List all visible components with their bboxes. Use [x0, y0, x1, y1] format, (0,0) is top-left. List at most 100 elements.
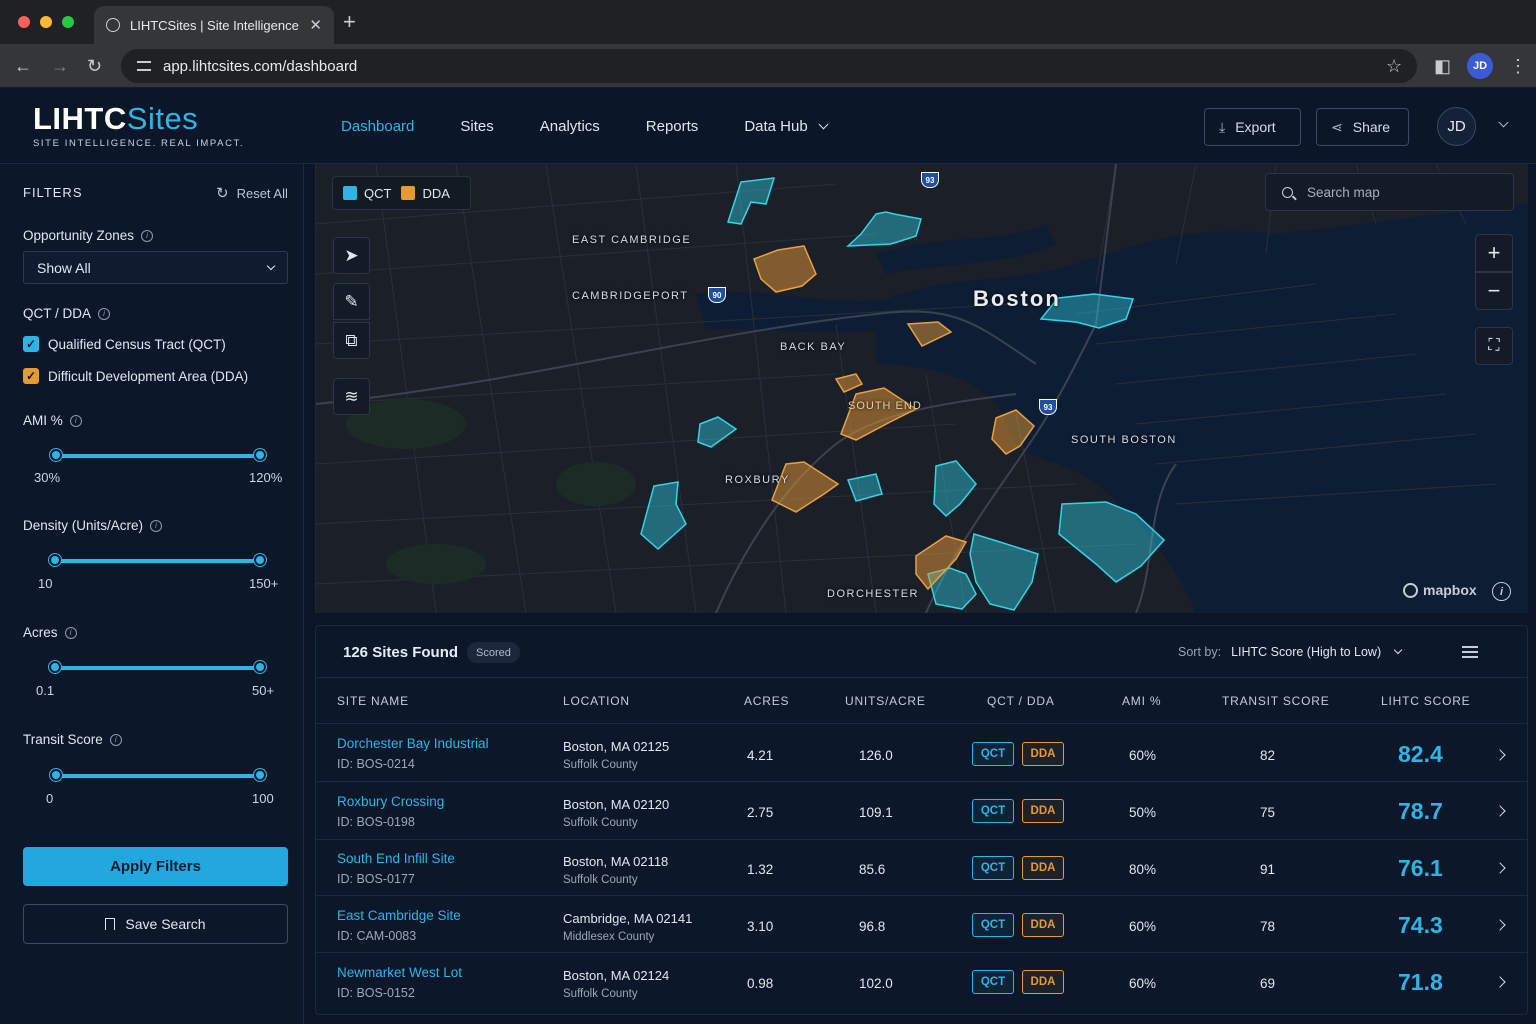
- copy-shape-tool[interactable]: ⧉: [333, 322, 370, 359]
- info-icon[interactable]: i: [109, 733, 122, 746]
- map-search-input[interactable]: Search map: [1265, 173, 1514, 211]
- col-lihtc-score[interactable]: LIHTC SCORE: [1381, 694, 1471, 708]
- opportunity-zones-select[interactable]: Show All: [23, 251, 288, 284]
- table-row[interactable]: East Cambridge Site ID: CAM-0083 Cambrid…: [316, 895, 1527, 951]
- side-panel-icon[interactable]: ◧: [1434, 56, 1452, 76]
- nav-sites[interactable]: Sites: [460, 117, 494, 135]
- column-settings-icon[interactable]: [1462, 644, 1478, 660]
- info-icon[interactable]: i: [98, 307, 111, 320]
- transit-min-handle[interactable]: [50, 769, 62, 781]
- fit-bounds-icon[interactable]: ⛶: [1475, 327, 1513, 365]
- site-settings-icon[interactable]: [137, 61, 151, 71]
- density-range-slider[interactable]: [49, 554, 266, 566]
- layers-icon[interactable]: ≋: [333, 378, 370, 415]
- more-menu-icon[interactable]: ⋮: [1509, 56, 1527, 76]
- reset-all-button[interactable]: ↻ Reset All: [216, 184, 288, 202]
- transit-range-slider[interactable]: [50, 769, 266, 781]
- table-row[interactable]: Roxbury Crossing ID: BOS-0198 Boston, MA…: [316, 781, 1527, 837]
- legend-qct-label: QCT: [364, 185, 392, 201]
- save-search-label: Save Search: [125, 916, 206, 932]
- col-qct-dda[interactable]: QCT / DDA: [987, 694, 1055, 708]
- ami-min-handle[interactable]: [50, 449, 62, 461]
- transit-score-label: Transit Score i: [23, 732, 122, 747]
- map-info-icon[interactable]: i: [1492, 582, 1511, 601]
- acres-range-slider[interactable]: [49, 661, 266, 673]
- col-site-name[interactable]: SITE NAME: [337, 694, 409, 708]
- density-max-handle[interactable]: [254, 554, 266, 566]
- nav-dashboard[interactable]: Dashboard: [341, 117, 415, 135]
- table-row[interactable]: Dorchester Bay Industrial ID: BOS-0214 B…: [316, 723, 1527, 779]
- site-acres: 2.75: [747, 805, 774, 820]
- scored-badge: Scored: [467, 642, 520, 663]
- col-units-acre[interactable]: UNITS/ACRE: [845, 694, 926, 708]
- nav-analytics[interactable]: Analytics: [539, 117, 600, 135]
- zoom-out-button[interactable]: −: [1475, 272, 1513, 310]
- site-name-link[interactable]: Dorchester Bay Industrial: [337, 736, 489, 751]
- nav-reports[interactable]: Reports: [645, 117, 699, 135]
- site-name-link[interactable]: South End Infill Site: [337, 851, 455, 866]
- chevron-down-icon: [1393, 645, 1403, 655]
- acres-min-handle[interactable]: [49, 661, 61, 673]
- app-header: LIHTCSites SITE INTELLIGENCE. REAL IMPAC…: [0, 88, 1536, 164]
- chevron-right-icon[interactable]: [1494, 805, 1506, 817]
- info-icon[interactable]: i: [141, 229, 154, 242]
- ami-max-handle[interactable]: [254, 449, 266, 461]
- dda-checkbox-row[interactable]: ✓ Difficult Development Area (DDA): [23, 368, 248, 384]
- bookmark-star-icon[interactable]: ☆: [1386, 56, 1403, 76]
- chevron-right-icon[interactable]: [1494, 976, 1506, 988]
- transit-max-handle[interactable]: [254, 769, 266, 781]
- export-button[interactable]: ⤓ Export: [1204, 108, 1301, 146]
- site-name-link[interactable]: Newmarket West Lot: [337, 965, 463, 980]
- info-icon[interactable]: i: [64, 626, 77, 639]
- close-window-button[interactable]: [18, 16, 30, 28]
- site-name-link[interactable]: East Cambridge Site: [337, 908, 461, 923]
- info-icon[interactable]: i: [69, 414, 82, 427]
- dda-swatch: [401, 186, 416, 200]
- qct-badge: QCT: [972, 799, 1014, 823]
- user-menu-chevron-icon[interactable]: [1498, 117, 1509, 128]
- site-county: Suffolk County: [563, 759, 638, 771]
- chevron-right-icon[interactable]: [1494, 862, 1506, 874]
- apply-filters-button[interactable]: Apply Filters: [23, 847, 288, 886]
- save-search-button[interactable]: Save Search: [23, 904, 288, 944]
- back-arrow-icon[interactable]: ←: [14, 56, 32, 76]
- user-avatar[interactable]: JD: [1437, 107, 1476, 146]
- col-location[interactable]: LOCATION: [563, 694, 630, 708]
- forward-arrow-icon[interactable]: →: [51, 56, 69, 76]
- minimize-window-button[interactable]: [40, 16, 52, 28]
- address-bar[interactable]: app.lihtcsites.com/dashboard: [121, 49, 1417, 83]
- map-view[interactable]: QCT DDA Search map ➤ ✎ ⧉ ≋ + − ⛶ EAST CA…: [315, 164, 1528, 613]
- dda-checkbox[interactable]: ✓: [23, 368, 39, 384]
- acres-max-handle[interactable]: [254, 661, 266, 673]
- table-row[interactable]: South End Infill Site ID: BOS-0177 Bosto…: [316, 839, 1527, 895]
- app-logo[interactable]: LIHTCSites SITE INTELLIGENCE. REAL IMPAC…: [33, 102, 244, 150]
- share-icon: ⋖: [1331, 118, 1343, 135]
- info-icon[interactable]: i: [150, 519, 163, 532]
- qct-checkbox[interactable]: ✓: [23, 336, 39, 352]
- site-name-link[interactable]: Roxbury Crossing: [337, 794, 445, 809]
- map-label-dorchester: DORCHESTER: [827, 588, 920, 600]
- select-cursor-tool[interactable]: ➤: [333, 237, 370, 274]
- col-transit-score[interactable]: TRANSIT SCORE: [1222, 694, 1330, 708]
- zoom-in-button[interactable]: +: [1475, 234, 1513, 272]
- share-button[interactable]: ⋖ Share: [1316, 108, 1409, 146]
- col-ami[interactable]: AMI %: [1122, 694, 1162, 708]
- chevron-right-icon[interactable]: [1494, 749, 1506, 761]
- download-icon: ⤓: [1219, 118, 1226, 135]
- density-min-handle[interactable]: [49, 554, 61, 566]
- table-row[interactable]: Newmarket West Lot ID: BOS-0152 Boston, …: [316, 952, 1527, 1008]
- sort-dropdown[interactable]: Sort by: LIHTC Score (High to Low): [1178, 645, 1403, 659]
- mapbox-attribution[interactable]: mapbox: [1403, 582, 1477, 598]
- reload-icon[interactable]: ↻: [87, 56, 103, 76]
- profile-avatar[interactable]: JD: [1467, 53, 1493, 79]
- chevron-right-icon[interactable]: [1494, 919, 1506, 931]
- ami-range-slider[interactable]: [50, 449, 266, 461]
- draw-pen-tool[interactable]: ✎: [333, 283, 370, 320]
- nav-data-hub[interactable]: Data Hub: [744, 118, 829, 135]
- qct-checkbox-row[interactable]: ✓ Qualified Census Tract (QCT): [23, 336, 226, 352]
- browser-tab[interactable]: LIHTCSites | Site Intelligence ✕: [94, 6, 334, 44]
- maximize-window-button[interactable]: [62, 16, 74, 28]
- col-acres[interactable]: ACRES: [744, 694, 790, 708]
- new-tab-button[interactable]: +: [343, 9, 356, 34]
- close-tab-icon[interactable]: ✕: [309, 17, 322, 34]
